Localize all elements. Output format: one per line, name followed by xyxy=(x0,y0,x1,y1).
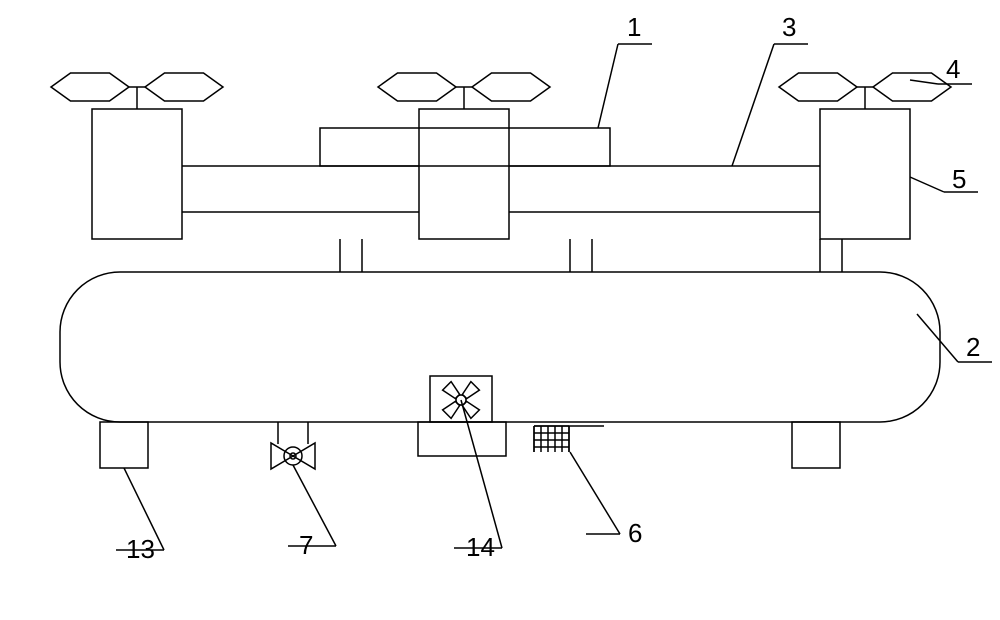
motor-right xyxy=(779,73,951,239)
label-6: 6 xyxy=(628,518,642,548)
label-13: 13 xyxy=(126,534,155,564)
diagram-svg: 13452614713 xyxy=(0,0,1000,620)
label-3: 3 xyxy=(782,12,796,42)
feet xyxy=(100,422,840,468)
labels: 13452614713 xyxy=(116,12,992,564)
valve xyxy=(271,422,315,469)
label-4: 4 xyxy=(946,54,960,84)
under-box xyxy=(418,422,506,456)
label-7: 7 xyxy=(299,530,313,560)
motor-left xyxy=(51,73,223,239)
label-1: 1 xyxy=(627,12,641,42)
tank xyxy=(60,272,940,422)
hatch xyxy=(534,426,604,452)
arm xyxy=(182,166,820,212)
label-5: 5 xyxy=(952,164,966,194)
label-14: 14 xyxy=(466,532,495,562)
struts xyxy=(340,239,842,272)
center-box xyxy=(320,128,610,166)
fan xyxy=(430,376,492,422)
motor-center xyxy=(378,73,550,239)
label-2: 2 xyxy=(966,332,980,362)
diagram-container: { "canvas": { "w": 1000, "h": 620, "bg":… xyxy=(0,0,1000,620)
